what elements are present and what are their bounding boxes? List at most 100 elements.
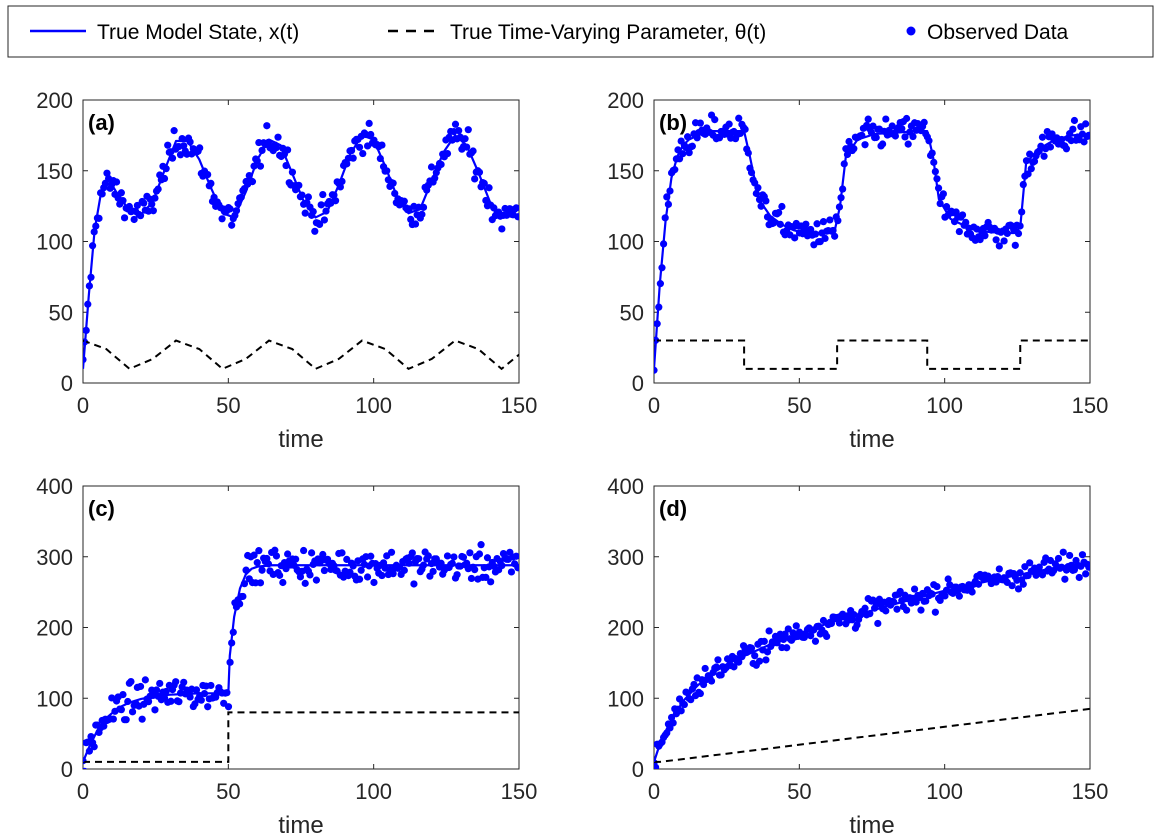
data-point — [464, 126, 472, 134]
data-point — [226, 205, 234, 213]
x-tick-label: 150 — [501, 393, 538, 418]
data-point — [882, 607, 890, 615]
data-point — [1080, 138, 1088, 146]
y-tick-label: 100 — [607, 230, 644, 255]
legend-parameter-label: True Time-Varying Parameter, θ(t) — [450, 21, 766, 44]
data-point — [408, 549, 416, 557]
data-point — [164, 141, 172, 149]
data-point — [224, 703, 233, 711]
parameter-line — [83, 711, 519, 763]
data-point — [320, 566, 328, 575]
data-point — [127, 677, 135, 686]
data-point — [714, 656, 722, 664]
data-point — [679, 150, 687, 158]
data-point — [902, 114, 911, 123]
data-point — [1014, 585, 1023, 593]
data-point — [955, 227, 963, 236]
data-point — [272, 552, 281, 560]
legend-data-label: Observed Data — [927, 21, 1069, 44]
data-point — [802, 220, 810, 228]
data-point — [443, 552, 452, 560]
data-point — [312, 576, 321, 584]
data-point — [898, 125, 906, 133]
data-point — [931, 608, 939, 616]
data-point — [301, 209, 309, 217]
data-point — [1069, 125, 1077, 133]
data-point — [363, 573, 372, 581]
data-point — [197, 696, 205, 704]
data-point — [387, 548, 396, 556]
data-point — [253, 559, 261, 567]
data-point — [284, 146, 292, 154]
data-point — [204, 703, 212, 711]
data-point — [819, 218, 828, 226]
data-point — [461, 135, 469, 143]
panel-label: (d) — [659, 496, 687, 521]
data-point — [1082, 120, 1090, 128]
data-point — [853, 621, 861, 629]
data-point — [144, 698, 153, 706]
data-point — [882, 115, 890, 123]
data-point — [316, 220, 324, 229]
x-tick-label: 100 — [355, 779, 392, 804]
y-tick-label: 50 — [620, 300, 644, 325]
data-point — [424, 552, 432, 560]
chart-panel-2: 0 50 100 150 0 50 100 150 200 time (b) — [607, 88, 1108, 453]
data-point — [498, 225, 506, 233]
data-point — [861, 141, 869, 149]
data-point — [955, 592, 963, 600]
data-point — [1038, 571, 1047, 579]
data-point — [920, 118, 928, 126]
data-point — [141, 676, 149, 684]
chart-panel-1: 0 50 100 150 0 50 100 150 200 time (a) — [36, 88, 537, 453]
data-point — [186, 693, 194, 701]
data-point — [1085, 563, 1090, 571]
legend-state-label: True Model State, x(t) — [97, 21, 299, 44]
data-point — [483, 554, 492, 562]
data-point — [90, 743, 98, 751]
data-point — [1019, 580, 1027, 588]
y-tick-label: 0 — [632, 371, 644, 396]
data-point — [239, 592, 247, 601]
data-point — [411, 220, 420, 228]
data-point — [459, 553, 468, 561]
data-point — [1011, 241, 1019, 249]
data-point — [453, 571, 461, 579]
data-point — [427, 163, 436, 171]
data-point — [1008, 582, 1016, 590]
data-point — [149, 207, 157, 215]
data-point — [717, 671, 725, 679]
data-point — [735, 114, 743, 122]
data-point — [167, 697, 175, 705]
data-point — [893, 605, 901, 613]
data-point — [117, 189, 125, 197]
data-point — [120, 214, 129, 222]
data-point — [939, 190, 947, 198]
data-point — [320, 216, 328, 224]
data-point — [826, 216, 834, 224]
data-point — [152, 686, 161, 694]
data-point — [355, 143, 364, 151]
data-point — [922, 597, 930, 605]
x-tick-label: 0 — [648, 779, 660, 804]
data-point — [917, 606, 925, 614]
data-point — [415, 555, 423, 563]
plot-area — [83, 119, 519, 371]
data-point — [981, 232, 989, 240]
data-point — [218, 215, 226, 223]
data-point — [450, 553, 458, 561]
plot-area — [654, 111, 1090, 374]
data-point — [466, 549, 474, 557]
data-point — [995, 242, 1003, 250]
data-point — [172, 678, 180, 686]
data-point — [1027, 165, 1035, 173]
data-point — [765, 627, 773, 635]
y-tick-label: 50 — [49, 300, 73, 325]
data-point — [301, 579, 309, 587]
data-point — [378, 571, 386, 580]
data-point — [1082, 570, 1090, 578]
data-point — [308, 549, 316, 557]
data-point — [378, 141, 386, 149]
x-axis-label: time — [849, 426, 894, 453]
data-point — [763, 648, 772, 656]
